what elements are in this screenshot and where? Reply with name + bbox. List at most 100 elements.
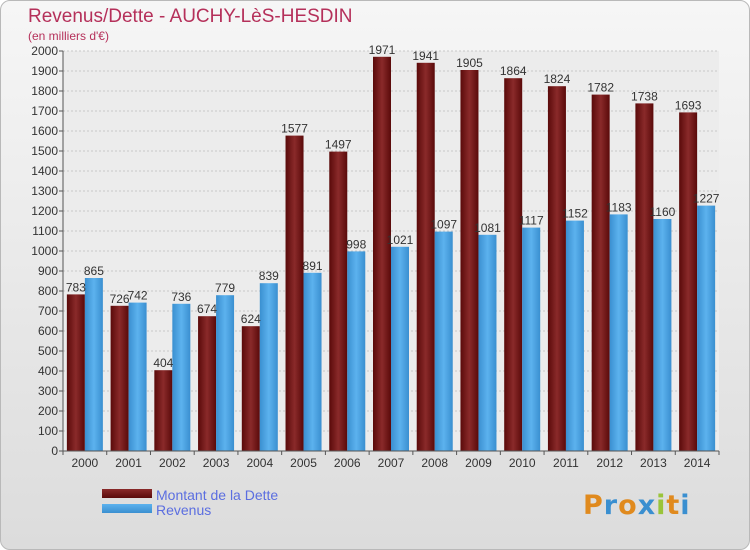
logo-letter: r (603, 490, 619, 521)
x-tick-label: 2013 (640, 456, 667, 470)
bar-revenus (391, 246, 409, 451)
value-label-dette: 1824 (544, 72, 571, 86)
bar-revenus (84, 278, 103, 451)
logo-letter: i (656, 490, 667, 521)
value-label-dette: 1693 (675, 98, 702, 112)
bar-revenus (653, 219, 672, 451)
value-label-dette: 1577 (281, 122, 308, 136)
bar-dette (373, 56, 391, 452)
value-label-dette: 404 (153, 356, 173, 370)
y-tick-label: 1400 (31, 164, 58, 178)
bar-dette (679, 112, 698, 452)
value-label-revenus: 1227 (693, 192, 720, 206)
bar-dette (110, 305, 129, 451)
y-tick-label: 600 (38, 324, 58, 338)
bar-revenus (303, 272, 322, 451)
bar-revenus (216, 295, 235, 451)
x-tick-label: 2001 (115, 456, 142, 470)
y-tick-label: 1200 (31, 204, 58, 218)
value-label-revenus: 865 (84, 264, 104, 278)
x-tick-label: 2014 (684, 456, 711, 470)
bar-dette (154, 370, 173, 451)
value-label-revenus: 839 (259, 269, 279, 283)
bar-dette (547, 86, 566, 451)
x-tick-label: 2008 (421, 456, 448, 470)
bar-dette (416, 62, 435, 452)
bar-revenus (128, 302, 147, 451)
bar-revenus (172, 303, 191, 451)
x-tick-label: 2005 (290, 456, 317, 470)
x-tick-label: 2009 (465, 456, 492, 470)
bar-dette (66, 294, 85, 451)
bar-revenus (565, 220, 584, 451)
bar-dette (460, 70, 479, 451)
legend-swatch-dette (102, 489, 152, 498)
legend-label-dette: Montant de la Dette (156, 487, 279, 503)
logo-letter: o (618, 490, 638, 521)
value-label-revenus: 1021 (387, 233, 414, 247)
x-tick-label: 2004 (246, 456, 273, 470)
logo-letter: t (666, 490, 681, 521)
y-tick-label: 1700 (31, 104, 58, 118)
x-tick-label: 2000 (72, 456, 99, 470)
x-tick-label: 2011 (553, 456, 579, 470)
value-label-dette: 624 (241, 312, 261, 326)
y-tick-label: 1300 (31, 184, 58, 198)
y-tick-label: 100 (38, 424, 58, 438)
value-label-dette: 1497 (325, 138, 352, 152)
y-tick-label: 200 (38, 404, 58, 418)
bar-dette (635, 103, 654, 452)
chart-subtitle: (en milliers d'€) (28, 29, 109, 43)
y-tick-label: 1100 (32, 224, 58, 238)
y-tick-label: 1900 (31, 64, 58, 78)
logo-letter: x (637, 490, 657, 521)
bar-revenus (478, 234, 497, 451)
value-label-revenus: 779 (215, 281, 235, 295)
chart-title: Revenus/Dette - AUCHY-LèS-HESDIN (28, 6, 353, 27)
x-tick-label: 2007 (378, 456, 405, 470)
y-tick-label: 1000 (31, 244, 58, 258)
value-label-dette: 1905 (456, 56, 483, 70)
value-label-revenus: 736 (171, 290, 191, 304)
bar-dette (591, 94, 610, 451)
value-label-revenus: 1117 (519, 214, 544, 228)
bar-dette (285, 135, 304, 451)
value-label-revenus: 1097 (430, 218, 457, 232)
y-tick-label: 900 (38, 264, 58, 278)
value-label-dette: 1971 (369, 43, 396, 57)
x-tick-label: 2010 (509, 456, 536, 470)
y-tick-label: 400 (38, 364, 58, 378)
y-tick-label: 300 (38, 384, 58, 398)
legend-label-revenus: Revenus (156, 502, 212, 518)
proxiti-logo: Proxiti (583, 490, 691, 521)
x-tick-label: 2006 (334, 456, 361, 470)
logo-letter: i (680, 490, 691, 521)
value-label-revenus: 1160 (649, 205, 675, 219)
logo-letter: P (583, 490, 604, 521)
y-tick-label: 1500 (31, 144, 58, 158)
value-label-dette: 1864 (500, 64, 527, 78)
bar-revenus (259, 283, 278, 451)
bar-dette (329, 151, 348, 451)
y-tick-label: 700 (38, 304, 58, 318)
value-label-dette: 726 (110, 292, 130, 306)
bar-dette (198, 316, 217, 451)
value-label-dette: 1738 (631, 89, 658, 103)
x-tick-label: 2003 (203, 456, 230, 470)
y-tick-label: 500 (38, 344, 58, 358)
bar-revenus (522, 227, 541, 451)
value-label-revenus: 1152 (562, 207, 588, 221)
bar-dette (504, 78, 523, 451)
value-label-revenus: 1183 (606, 200, 632, 214)
bar-revenus (434, 231, 453, 451)
y-tick-label: 2000 (31, 44, 58, 58)
value-label-revenus: 998 (346, 237, 366, 251)
value-label-revenus: 742 (128, 289, 148, 303)
value-label-revenus: 1081 (474, 221, 501, 235)
bar-revenus (609, 214, 628, 451)
legend-swatch-revenus (102, 504, 152, 513)
y-tick-label: 800 (38, 284, 58, 298)
value-label-dette: 674 (197, 302, 217, 316)
